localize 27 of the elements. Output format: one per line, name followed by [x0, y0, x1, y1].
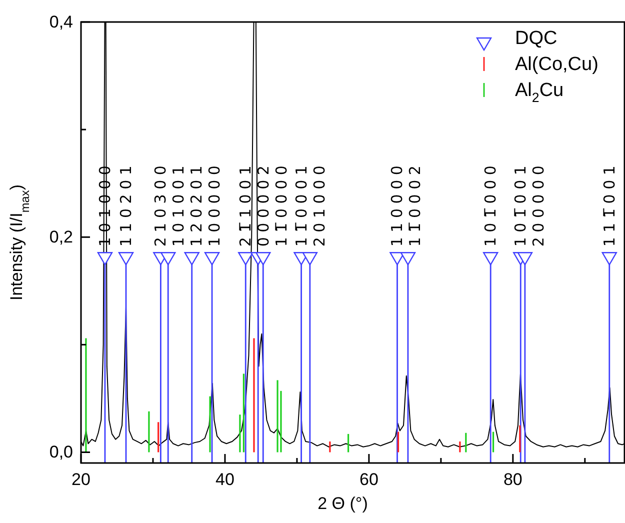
annotation: 0 0 0 0 0 2: [254, 166, 273, 247]
x-axis-title: 2 Θ (°): [318, 494, 368, 513]
legend-label: Al(Co,Cu): [515, 54, 598, 74]
y-tick-label: 0,4: [49, 12, 73, 32]
annotation: 2 1 0 3 0 0: [152, 166, 170, 247]
annotation: 2 0 1 0 0 0: [310, 166, 328, 247]
annotation: 2 1̅ 1 0 0 1: [236, 166, 255, 247]
annotation: 1 0 1̅ 0 0 0: [482, 166, 500, 247]
y-tick-label: 0,0: [49, 442, 73, 462]
legend-label: Al$_{2}$Cu: [515, 80, 564, 105]
annotation: 1 2 0 2 0 1: [188, 166, 206, 247]
legend-label: DQC: [515, 28, 558, 48]
annotation: 2 0 0 0 0 0: [530, 166, 548, 247]
annotation: 1 1̅ 0 0 0 1: [292, 166, 310, 247]
x-tick-label: 20: [72, 470, 90, 489]
annotation: 1 0 1̅ 0 0 1: [512, 166, 530, 247]
annotation: 1 1 0 2 0 1: [116, 166, 135, 247]
annotation: 1 1 0 0 0 0: [388, 166, 406, 247]
x-tick-label: 80: [503, 470, 522, 489]
annotation: 1 0 0 0 0 0: [206, 166, 224, 247]
annotation: 1 1̅ 0 0 0 2: [406, 166, 424, 247]
annotation: 1 1̅ 0 0 0 0: [272, 166, 291, 247]
annotation: 1 1 1̅ 0 0 1: [600, 166, 618, 247]
x-tick-label: 40: [216, 470, 234, 489]
x-tick-label: 60: [359, 470, 378, 489]
y-tick-label: 0,2: [49, 228, 73, 247]
annotation: 1 0 1 0 0 1: [170, 166, 188, 247]
